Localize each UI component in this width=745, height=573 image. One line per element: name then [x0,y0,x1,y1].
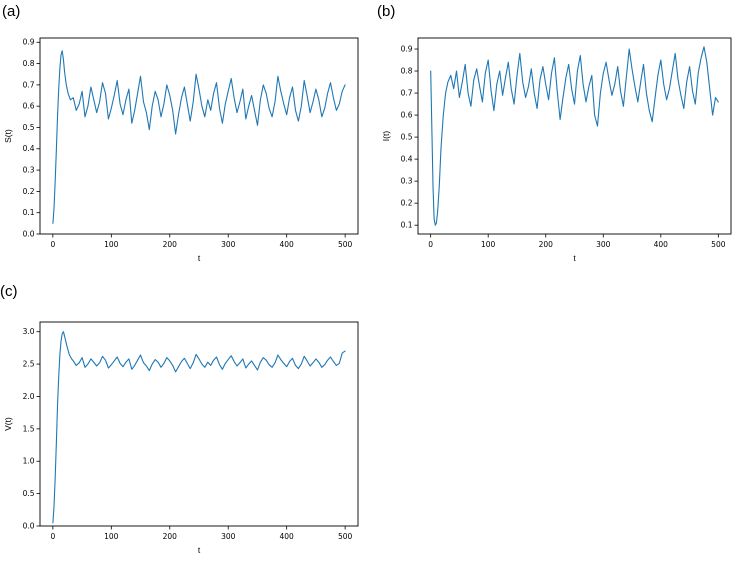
x-tick-label: 100 [104,240,119,249]
x-tick-label: 0 [50,240,55,249]
x-tick-label: 100 [481,240,496,249]
data-line [52,331,346,524]
x-tick-label: 400 [654,240,669,249]
y-tick-label: 0.6 [401,110,413,119]
x-tick-label: 500 [711,240,726,249]
y-tick-label: 0.4 [23,144,35,153]
y-tick-label: 0.2 [23,187,35,196]
x-tick-label: 200 [539,240,554,249]
x-axis-label: t [198,253,201,263]
y-tick-label: 0.4 [401,155,413,164]
y-tick-label: 3.0 [23,327,35,336]
x-tick-label: 200 [163,532,178,541]
y-tick-label: 2.5 [23,359,35,368]
y-tick-label: 0.3 [23,165,35,174]
y-tick-label: 0.9 [401,44,413,53]
x-tick-label: 200 [163,240,178,249]
y-tick-label: 0.1 [401,221,413,230]
panel-label-c: (c) [0,283,18,300]
x-tick-label: 300 [596,240,611,249]
plot-frame [39,321,359,527]
y-tick-label: 1.0 [23,457,35,466]
x-axis-label: t [198,545,201,555]
y-tick-label: 0.5 [23,123,35,132]
y-tick-label: 0.8 [23,59,35,68]
y-tick-label: 0.8 [401,66,413,75]
x-tick-label: 0 [428,240,433,249]
panel-label-b: (b) [377,3,396,20]
y-tick-label: 1.5 [23,424,35,433]
y-tick-label: 0.6 [23,102,35,111]
x-axis-label: t [573,253,576,263]
y-tick-label: 0.3 [401,177,413,186]
chart-a: 0.0 0.1 0.2 0.3 0.4 0.5 0.6 0.7 0.8 0.9 0 100 200 300… [3,37,359,263]
x-tick-label: 400 [280,240,295,249]
data-line [430,46,719,226]
y-tick-label: 0.7 [23,80,35,89]
y-tick-label: 0.0 [23,229,35,238]
y-tick-label: 0.2 [401,199,413,208]
x-tick-label: 400 [280,532,295,541]
x-tick-label: 300 [221,240,236,249]
x-tick-label: 500 [338,240,353,249]
y-tick-label: 0.5 [23,489,35,498]
chart-b: 0.1 0.2 0.3 0.4 0.5 0.6 0.7 0.8 0.9 0 100 200 300 400… [381,37,732,263]
y-axis-label: I(t) [381,131,391,142]
x-tick-label: 100 [104,532,119,541]
panel-label-a: (a) [2,3,21,20]
y-tick-label: 0.1 [23,208,35,217]
chart-c: 0.0 0.5 1.0 1.5 2.0 2.5 3.0 0 100 200 300 400 500 t V(… [3,321,359,555]
y-tick-label: 0.9 [23,38,35,47]
plot-frame [417,37,732,235]
x-tick-label: 300 [221,532,236,541]
plot-frame [39,37,359,235]
y-tick-label: 0.0 [23,521,35,530]
y-tick-label: 0.7 [401,88,413,97]
y-tick-label: 0.5 [401,133,413,142]
x-tick-label: 500 [338,532,353,541]
y-axis-label: V(t) [3,417,13,431]
data-line [52,50,346,224]
y-tick-label: 2.0 [23,392,35,401]
y-axis-label: S(t) [3,129,13,143]
x-tick-label: 0 [50,532,55,541]
